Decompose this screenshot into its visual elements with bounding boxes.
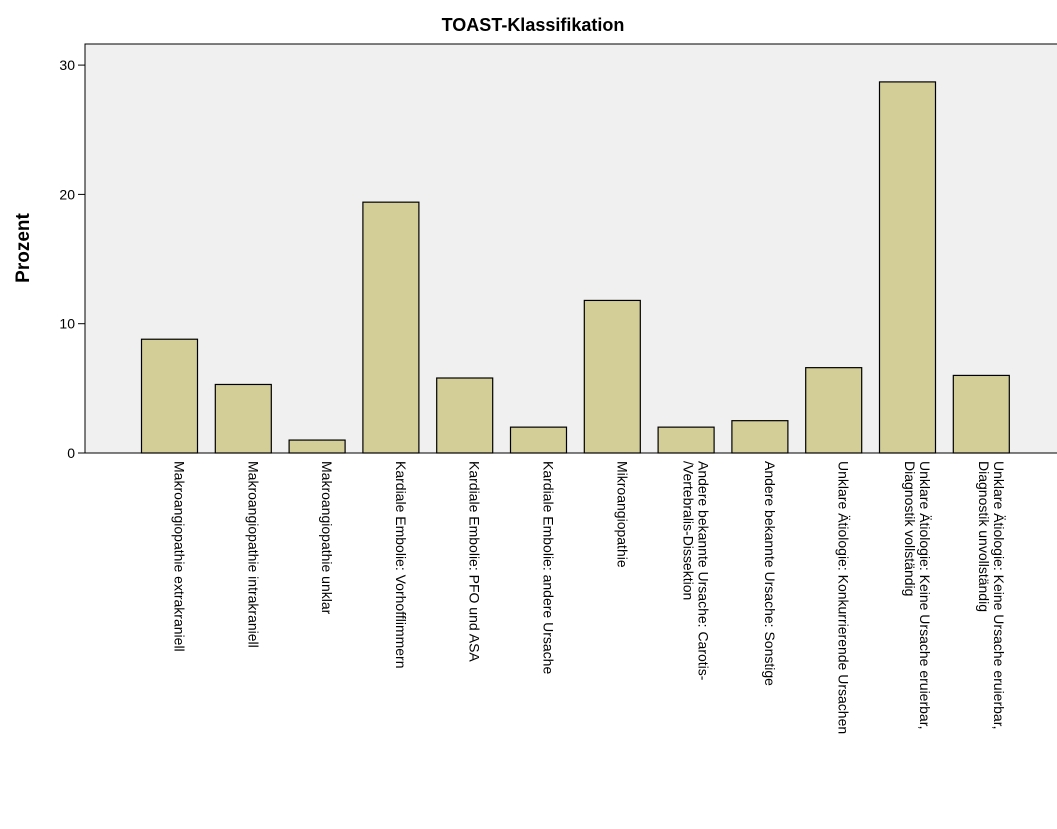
x-tick-label-0: Makroangiopathie extrakraniell [172, 461, 188, 652]
x-tick-label-9: Unklare Ätiologie: Konkurrierende Ursach… [836, 461, 852, 734]
x-tick-label-1: Makroangiopathie intrakraniell [245, 461, 261, 648]
x-tick-label-7-line-0: Andere bekannte Ursache: Carotis- [696, 461, 712, 681]
x-axis-labels: Makroangiopathie extrakraniell Makroangio… [172, 461, 1007, 734]
bar-6 [583, 299, 641, 454]
x-tick-label-2: Makroangiopathie unklar [319, 461, 335, 615]
y-axis: 0 10 20 30 [59, 57, 85, 461]
x-tick-label-4: Kardiale Embolie: PFO und ASA [467, 461, 483, 662]
bar-1 [214, 383, 272, 454]
bar-8 [731, 420, 789, 454]
x-tick-label-10-line-1: Diagnostik vollständig [902, 461, 918, 596]
x-tick-label-6: Mikroangiopathie [614, 461, 630, 568]
bar-4 [436, 377, 494, 454]
bar-7 [657, 426, 715, 454]
x-tick-label-8: Andere bekannte Ursache: Sonstige [762, 461, 778, 686]
x-tick-label-11-line-0: Unklare Ätiologie: Keine Ursache eruierb… [991, 461, 1007, 729]
x-tick-label-7-line-1: /Vertebralis-Dissektion [681, 461, 697, 600]
x-tick-label-10-line-0: Unklare Ätiologie: Keine Ursache eruierb… [917, 461, 933, 729]
y-tick-label-1: 10 [59, 316, 75, 332]
bar-3 [362, 201, 420, 454]
x-tick-label-3: Kardiale Embolie: Vorhofflimmern [393, 461, 409, 669]
bar-11 [952, 374, 1010, 454]
x-tick-label-5: Kardiale Embolie: andere Ursache [541, 461, 557, 674]
y-tick-label-3: 30 [59, 57, 75, 73]
chart-title: TOAST-Klassifikation [442, 15, 625, 35]
bar-5 [509, 426, 568, 454]
x-tick-label-11-line-1: Diagnostik unvollständig [976, 461, 992, 612]
y-axis-label: Prozent [13, 212, 34, 282]
bar-9 [805, 367, 863, 454]
bar-10 [878, 81, 937, 454]
bars [140, 81, 1010, 454]
bar-2 [288, 439, 346, 454]
y-tick-label-2: 20 [59, 186, 75, 202]
y-tick-label-0: 0 [67, 445, 75, 461]
bar-0 [140, 338, 199, 454]
